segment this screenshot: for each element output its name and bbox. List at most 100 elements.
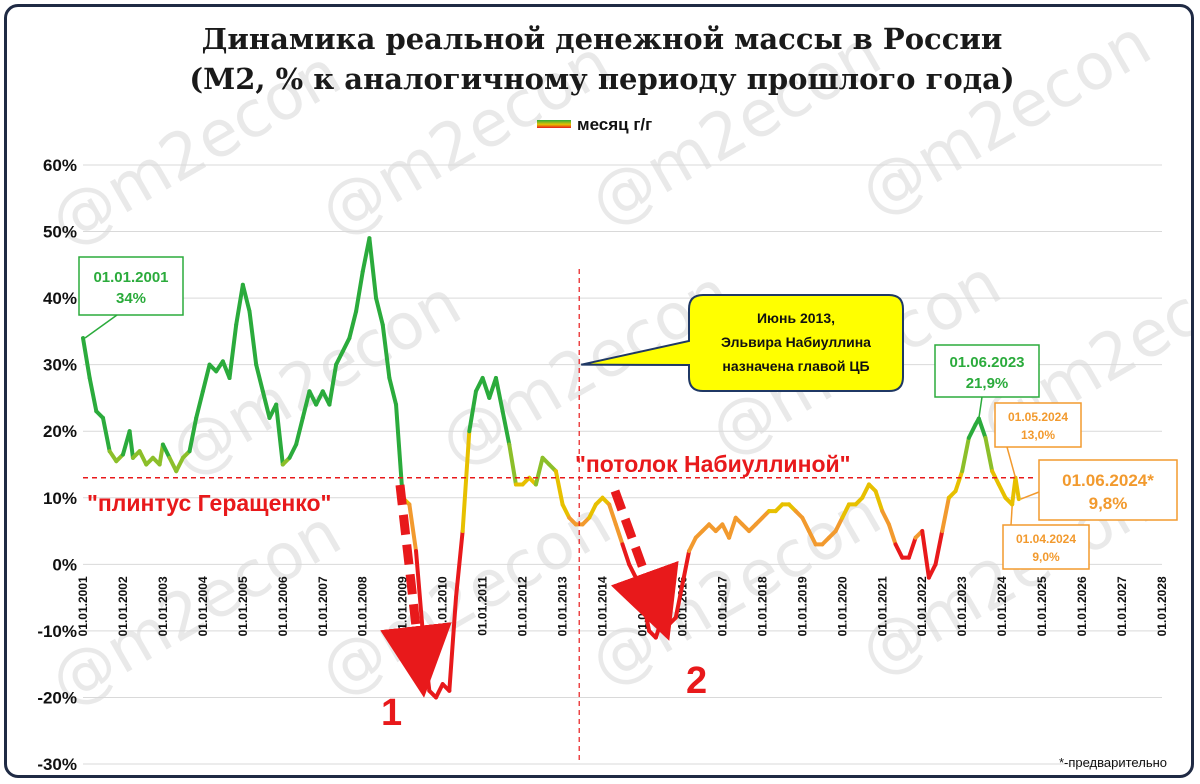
series-segment: [187, 415, 199, 454]
x-tick-label: 01.01.2017: [715, 576, 729, 636]
x-tick-label: 01.01.2022: [915, 576, 929, 636]
x-tick-label: 01.01.2008: [356, 576, 370, 636]
jun-2024-label-value: 9,8%: [1089, 494, 1128, 513]
series-segment: [414, 549, 425, 633]
x-tick-label: 01.01.2028: [1155, 576, 1169, 636]
series-segment: [480, 375, 492, 400]
x-tick-label: 01.01.2019: [795, 576, 809, 636]
may-2024-label-value: 13,0%: [1021, 428, 1055, 442]
chart-svg: @m2econ@m2econ@m2econ@m2econ@m2econ@m2ec…: [37, 7, 1191, 774]
series-segment: [840, 502, 851, 520]
series-segment: [860, 482, 871, 500]
series-segment: [387, 375, 399, 407]
x-tick-label: 01.01.2012: [516, 576, 530, 636]
start-label-date: 01.01.2001: [93, 269, 168, 286]
x-tick-label: 01.01.2025: [1035, 576, 1049, 636]
series-segment: [453, 529, 465, 600]
x-tick-label: 01.01.2013: [556, 576, 570, 636]
start-label-leader: [84, 314, 118, 339]
series-segment: [613, 522, 625, 547]
series-segment: [926, 562, 938, 580]
series-segment: [200, 362, 212, 394]
series-segment: [806, 529, 818, 547]
x-tick-label: 01.01.2004: [196, 576, 210, 636]
y-tick-label: 10%: [43, 489, 77, 508]
series-segment: [880, 509, 891, 527]
series-segment: [687, 535, 698, 554]
watermark-text: @m2econ: [308, 26, 623, 251]
series-segment: [493, 375, 505, 414]
x-tick-label: 01.01.2011: [476, 576, 490, 636]
series-segment: [354, 269, 365, 314]
series-segment: [983, 435, 995, 474]
x-tick-label: 01.01.2005: [236, 576, 250, 636]
series-segment: [394, 402, 405, 500]
legend-swatch-bg: [537, 120, 571, 128]
peak-2023-label-leader: [978, 396, 983, 419]
series-segment: [227, 322, 239, 380]
series-segment: [254, 362, 265, 394]
start-label-box: [78, 256, 184, 316]
callout-line3: назначена главой ЦБ: [722, 358, 869, 374]
series-segment: [500, 409, 512, 447]
series-segment: [953, 469, 965, 494]
x-tick-label: 01.01.2007: [316, 576, 330, 636]
series-segment: [587, 502, 598, 520]
series-segment: [274, 402, 285, 467]
y-tick-label: 20%: [43, 422, 77, 441]
y-tick-label: -10%: [37, 622, 77, 641]
series-segment: [960, 435, 971, 474]
series-segment: [680, 549, 692, 587]
may-2024-label-leader: [1006, 446, 1017, 479]
x-tick-label: 01.01.2027: [1115, 576, 1129, 636]
y-tick-label: -30%: [37, 755, 77, 774]
x-tick-label: 01.01.2018: [755, 576, 769, 636]
series-segment: [137, 449, 149, 467]
x-tick-label: 01.01.2006: [276, 576, 290, 636]
series-segment: [234, 282, 245, 327]
jun-2024-label-leader: [1020, 491, 1040, 500]
series-segment: [434, 682, 445, 700]
y-tick-label: 30%: [43, 356, 77, 375]
chart-frame: @m2econ @m2econ @m2econ @m2econ @m2econ @m2ec…: [4, 4, 1194, 778]
y-tick-label: 40%: [43, 289, 77, 308]
x-tick-label: 01.01.2002: [116, 576, 130, 636]
series-segment: [467, 389, 478, 434]
series-segment: [893, 542, 905, 560]
series-segment: [933, 529, 945, 567]
series-segment: [560, 502, 572, 520]
annotation-overlay: Июнь 2013, Эльвира Набиуллина назначена гл…: [78, 256, 1178, 764]
may-2024-label-date: 01.05.2024: [1008, 410, 1068, 424]
x-tick-label: 01.01.2001: [76, 576, 90, 636]
y-tick-label: 50%: [43, 223, 77, 242]
x-tick-label: 01.01.2023: [955, 576, 969, 636]
series-segment: [367, 236, 379, 301]
series-segment: [81, 336, 92, 380]
apr-2024-label-date: 01.04.2024: [1016, 532, 1076, 546]
series-segment: [260, 389, 272, 420]
series-segment: [966, 422, 978, 440]
x-tick-label: 01.01.2009: [396, 576, 410, 636]
callout-line1: Июнь 2013,: [757, 310, 835, 326]
apr-2024-label-value: 9,0%: [1032, 550, 1060, 564]
may-2024-label-box: [994, 402, 1082, 448]
y-axis-ticks: 60% 50% 40% 30% 20% 10% 0% -10% -20% -30%: [37, 156, 77, 774]
series-segment: [976, 416, 988, 440]
series-segment: [533, 455, 545, 487]
series-segment: [347, 309, 359, 341]
series-segment: [553, 469, 565, 507]
ceiling-label: "потолок Набиуллиной": [575, 451, 851, 477]
x-tick-label: 01.01.2020: [835, 576, 849, 636]
series-segment: [334, 349, 345, 367]
x-tick-label: 01.01.2021: [875, 576, 889, 636]
x-tick-label: 01.01.2010: [436, 576, 450, 636]
series-segment: [873, 489, 885, 514]
crash-number-2: 2: [686, 660, 707, 702]
jun-2024-label-box: [1038, 459, 1178, 521]
series-segment: [100, 415, 112, 454]
series-segment: [996, 482, 1008, 500]
jun-2024-label-date: 01.06.2024*: [1062, 471, 1154, 490]
chart-title-line2: (М2, % к аналогичному периоду прошлого г…: [189, 62, 1014, 96]
series-segment: [374, 296, 385, 327]
floor-label: "плинтус Геращенко": [87, 490, 331, 516]
